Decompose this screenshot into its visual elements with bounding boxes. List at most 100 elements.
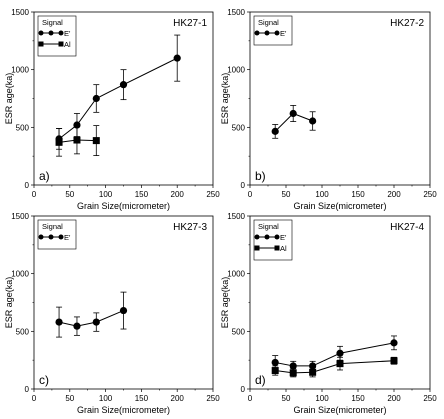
data-point [73, 322, 81, 330]
x-axis-label: Grain Size(micrometer) [293, 201, 386, 211]
data-point [92, 137, 100, 145]
panel-title: HK27-4 [390, 222, 424, 233]
y-axis-label: ESR age(ka) [220, 73, 230, 125]
data-point [390, 339, 398, 347]
legend-marker [48, 234, 54, 240]
legend-marker [38, 41, 44, 47]
legend-marker [274, 245, 280, 251]
legend-title: Signal [42, 222, 63, 231]
x-tick-label: 250 [206, 190, 220, 199]
legend-box [253, 219, 293, 261]
legend-label: Al [280, 244, 287, 253]
y-axis-label: ESR age(ka) [4, 73, 14, 125]
x-axis-label: Grain Size(micrometer) [77, 405, 170, 415]
x-tick-label: 150 [351, 394, 365, 403]
y-tick-label: 1500 [11, 212, 29, 221]
panel-letter: a) [39, 169, 50, 183]
y-tick-label: 1500 [11, 8, 29, 17]
data-point [73, 121, 81, 129]
chart-panel-1: 0 50 100 150 200 250 0 500 1000 1500 Grain Size(mi… [4, 8, 220, 211]
y-tick-label: 1500 [227, 8, 245, 17]
y-tick-label: 1000 [11, 270, 29, 279]
x-tick-label: 200 [171, 394, 185, 403]
y-tick-label: 0 [241, 181, 246, 190]
y-tick-label: 1000 [227, 66, 245, 75]
legend-label: E' [64, 233, 71, 242]
x-tick-label: 50 [65, 394, 74, 403]
x-tick-label: 150 [351, 190, 365, 199]
data-point [289, 369, 297, 377]
data-point [289, 109, 297, 118]
chart-panel-3: 0 50 100 150 200 250 0 500 1000 1500 Grain Size(mi… [4, 212, 220, 415]
legend-marker [254, 245, 260, 251]
panel-title: HK27-1 [173, 18, 207, 29]
x-axis-label: Grain Size(micrometer) [77, 201, 170, 211]
data-point [336, 360, 344, 368]
legend-label: E' [280, 29, 287, 38]
panel-letter: b) [255, 169, 266, 183]
x-tick-label: 250 [206, 394, 220, 403]
legend-marker [274, 30, 280, 36]
legend-title: Signal [42, 18, 63, 27]
legend-title: Signal [258, 222, 279, 231]
y-tick-label: 0 [241, 385, 246, 394]
legend-box [37, 15, 77, 57]
data-point [309, 368, 317, 376]
y-axis-label: ESR age(ka) [220, 277, 230, 329]
x-tick-label: 150 [135, 190, 149, 199]
legend-marker [38, 30, 44, 36]
data-point [119, 306, 128, 315]
x-tick-label: 200 [387, 190, 401, 199]
x-tick-label: 0 [32, 394, 37, 403]
legend-marker [274, 234, 280, 240]
y-tick-label: 1000 [11, 66, 29, 75]
legend-marker [58, 234, 64, 240]
x-tick-label: 150 [135, 394, 149, 403]
x-tick-label: 200 [387, 394, 401, 403]
data-point [55, 318, 63, 326]
legend-label: E' [64, 29, 71, 38]
legend-box [253, 15, 293, 46]
x-tick-label: 50 [65, 190, 74, 199]
data-point [271, 127, 279, 135]
legend-label: Al [64, 40, 71, 49]
y-tick-label: 500 [232, 123, 246, 132]
y-tick-label: 0 [25, 385, 30, 394]
y-tick-label: 500 [232, 327, 246, 336]
x-tick-label: 0 [32, 190, 37, 199]
legend-marker [254, 30, 260, 36]
legend-marker [58, 30, 64, 36]
y-tick-label: 1000 [227, 270, 245, 279]
data-point [92, 318, 100, 326]
x-tick-label: 50 [282, 394, 291, 403]
legend-label: E' [280, 233, 287, 242]
y-tick-label: 500 [16, 123, 30, 132]
x-axis-label: Grain Size(micrometer) [293, 405, 386, 415]
y-axis-label: ESR age(ka) [4, 277, 14, 329]
data-point [119, 81, 128, 89]
y-tick-label: 0 [25, 181, 30, 190]
legend-marker [264, 234, 270, 240]
data-point [289, 362, 297, 370]
data-point [271, 367, 279, 375]
y-tick-label: 500 [16, 327, 30, 336]
x-tick-label: 100 [99, 394, 113, 403]
data-point [73, 136, 81, 144]
x-tick-label: 200 [171, 190, 185, 199]
data-point [92, 94, 100, 103]
panel-title: HK27-3 [173, 222, 207, 233]
legend-marker [38, 234, 44, 240]
x-tick-label: 250 [423, 394, 437, 403]
panel-letter: d) [255, 373, 266, 387]
legend-marker [254, 234, 260, 240]
series-line [58, 310, 124, 327]
data-point [309, 117, 317, 125]
legend-marker [58, 41, 64, 47]
panel-letter: c) [39, 373, 49, 387]
chart-panel-4: 0 50 100 150 200 250 0 500 1000 1500 Grain Size(mi… [220, 212, 437, 415]
data-point [173, 54, 181, 62]
data-point [390, 357, 398, 365]
